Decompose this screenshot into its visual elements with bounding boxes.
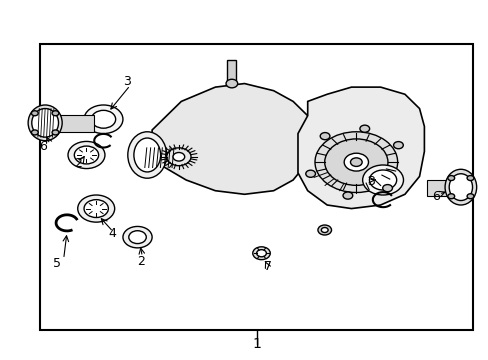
Text: 2: 2 [137, 255, 145, 268]
Circle shape [225, 79, 237, 88]
Circle shape [466, 176, 473, 181]
Text: 6: 6 [39, 140, 46, 153]
Circle shape [382, 185, 392, 192]
Circle shape [84, 105, 122, 134]
Circle shape [52, 130, 59, 135]
Circle shape [320, 132, 329, 140]
Text: 5: 5 [53, 257, 61, 270]
Polygon shape [297, 87, 424, 208]
Circle shape [91, 111, 116, 128]
Text: 7: 7 [264, 260, 271, 273]
Circle shape [166, 148, 191, 166]
Circle shape [317, 225, 331, 235]
Bar [45, 114, 94, 132]
Text: 3: 3 [366, 175, 374, 188]
Circle shape [84, 200, 108, 217]
Circle shape [78, 195, 115, 222]
Bar [227, 60, 236, 84]
Text: 3: 3 [122, 75, 130, 88]
Circle shape [344, 153, 368, 171]
Ellipse shape [134, 138, 160, 172]
Ellipse shape [448, 174, 471, 201]
Bar [426, 180, 460, 196]
Circle shape [362, 165, 403, 195]
Circle shape [466, 194, 473, 199]
Text: 2: 2 [74, 157, 82, 170]
Bar [40, 44, 472, 330]
Circle shape [447, 194, 454, 199]
Circle shape [122, 226, 152, 248]
Circle shape [305, 170, 315, 177]
Circle shape [256, 249, 266, 257]
Circle shape [252, 247, 270, 260]
Circle shape [128, 231, 146, 244]
Ellipse shape [32, 109, 59, 137]
Circle shape [52, 111, 59, 116]
Circle shape [324, 139, 387, 185]
Text: 6: 6 [432, 190, 440, 203]
Circle shape [350, 158, 362, 166]
Polygon shape [152, 84, 312, 194]
Circle shape [369, 170, 396, 190]
Circle shape [359, 125, 369, 132]
Circle shape [447, 176, 454, 181]
Circle shape [173, 153, 184, 161]
Circle shape [74, 146, 99, 164]
Circle shape [342, 192, 352, 199]
Ellipse shape [127, 132, 166, 178]
Circle shape [31, 111, 38, 116]
Circle shape [321, 228, 327, 233]
Circle shape [68, 141, 105, 168]
Circle shape [31, 130, 38, 135]
Text: 4: 4 [108, 227, 116, 240]
Ellipse shape [444, 169, 476, 205]
Text: 1: 1 [252, 337, 261, 351]
Ellipse shape [28, 105, 62, 141]
Circle shape [393, 141, 403, 149]
Circle shape [314, 132, 397, 193]
